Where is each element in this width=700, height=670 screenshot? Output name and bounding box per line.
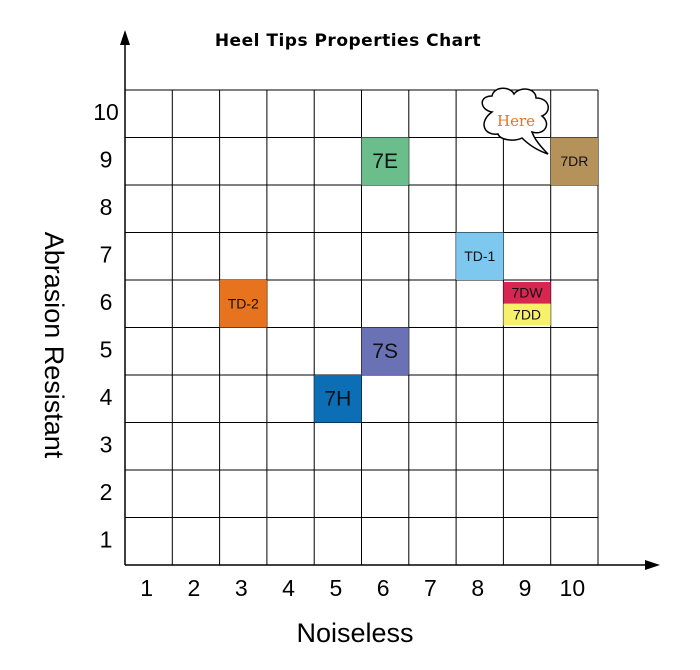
property-label: 7DW	[511, 285, 543, 301]
y-tick-label: 1	[100, 526, 113, 552]
property-box	[361, 137, 409, 185]
y-tick-label: 3	[100, 431, 113, 457]
x-tick-label: 1	[140, 575, 153, 601]
callout-text: Here	[497, 112, 535, 130]
property-box	[503, 282, 551, 304]
y-tick-label: 4	[100, 384, 113, 410]
y-axis-arrow	[120, 30, 130, 45]
x-tick-label: 6	[377, 575, 390, 601]
property-box	[503, 303, 551, 326]
property-label: 7S	[372, 340, 398, 363]
x-axis-label: Noiseless	[296, 618, 413, 648]
property-label: 7DR	[560, 153, 588, 169]
x-tick-label: 5	[329, 575, 342, 601]
property-box	[361, 327, 409, 375]
x-tick-label: 7	[424, 575, 437, 601]
y-tick-label: 7	[100, 241, 113, 267]
x-tick-label: 4	[282, 575, 295, 601]
chart-title: Heel Tips Properties Chart	[215, 31, 481, 51]
callout: Here	[481, 87, 549, 155]
x-tick-label: 10	[560, 575, 586, 601]
x-tick-label: 8	[471, 575, 484, 601]
y-axis-label: Abrasion Resistant	[39, 232, 69, 459]
y-tick-label: 6	[100, 289, 113, 315]
x-axis-arrow	[645, 560, 660, 570]
y-tick-label: 10	[93, 99, 119, 125]
property-label: TD-1	[464, 248, 495, 264]
x-tick-label: 2	[188, 575, 201, 601]
y-tick-label: 8	[100, 194, 113, 220]
property-label: TD-2	[228, 295, 259, 311]
property-box	[314, 375, 362, 423]
property-box	[550, 137, 598, 185]
property-label: 7H	[324, 387, 351, 410]
x-tick-label: 3	[235, 575, 248, 601]
property-label: 7DD	[513, 306, 541, 322]
y-tick-label: 5	[100, 336, 113, 362]
y-tick-label: 9	[100, 146, 113, 172]
property-label: 7E	[372, 150, 398, 173]
x-tick-label: 9	[519, 575, 532, 601]
property-box	[456, 232, 504, 280]
callout-cloud	[481, 87, 549, 155]
property-box	[219, 280, 267, 328]
y-tick-label: 2	[100, 479, 113, 505]
